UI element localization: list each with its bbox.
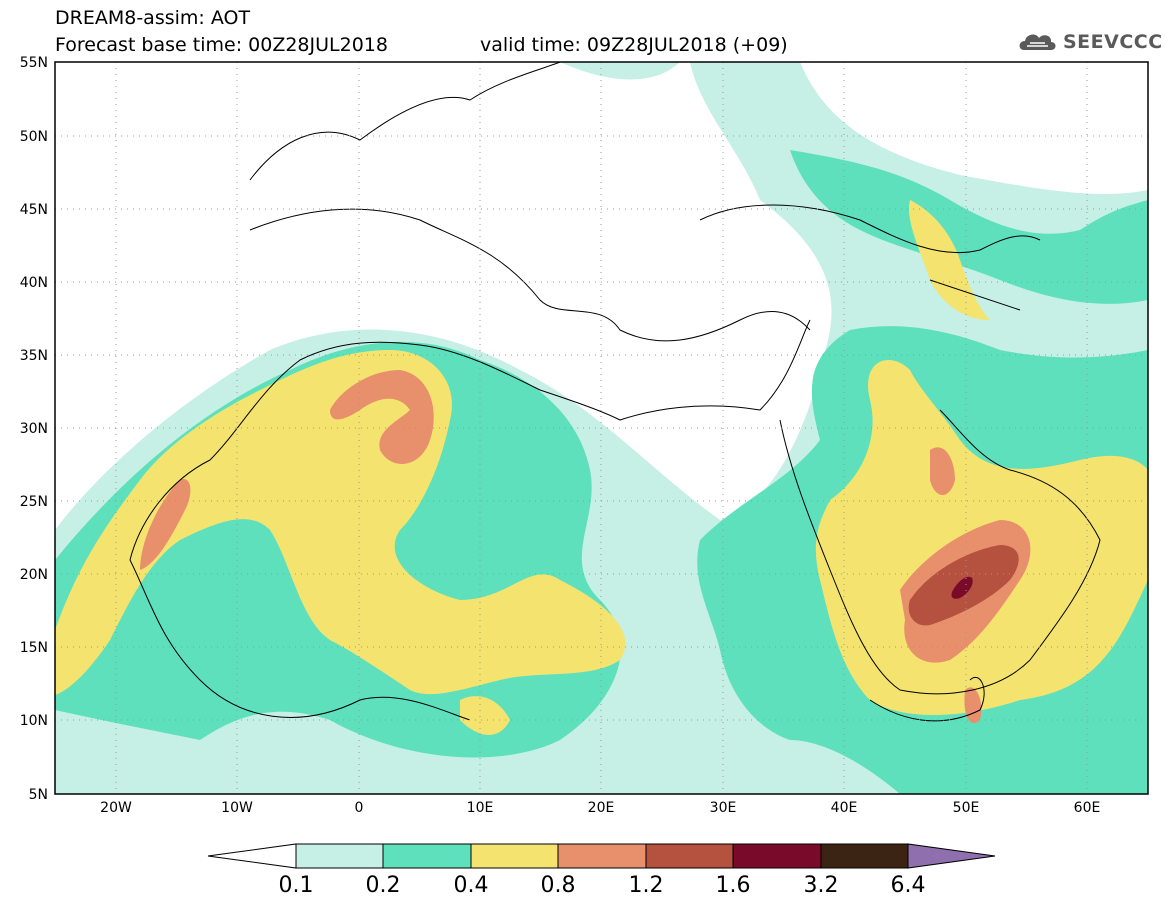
colorbar-label: 0.4 bbox=[453, 873, 489, 898]
map-frame bbox=[54, 61, 1149, 795]
lon-label: 60E bbox=[1074, 800, 1101, 816]
colorbar-bin bbox=[470, 843, 559, 869]
forecast-base-time: Forecast base time: 00Z28JUL2018 bbox=[55, 34, 388, 56]
lat-label: 10N bbox=[20, 713, 48, 729]
colorbar-label: 1.6 bbox=[715, 873, 751, 898]
colorbar-bin bbox=[645, 843, 734, 869]
colorbar-label: 1.2 bbox=[628, 873, 664, 898]
colorbar-label: 0.8 bbox=[540, 873, 576, 898]
colorbar-bin bbox=[295, 843, 384, 869]
colorbar-label: 6.4 bbox=[890, 873, 926, 898]
lat-label: 15N bbox=[20, 640, 48, 656]
coastlines bbox=[129, 62, 1101, 722]
lat-label: 40N bbox=[20, 275, 48, 291]
lat-label: 55N bbox=[20, 55, 48, 71]
colorbar-bin bbox=[820, 843, 909, 869]
colorbar-high-triangle bbox=[907, 843, 996, 869]
lon-label: 50E bbox=[953, 800, 980, 816]
lat-label: 50N bbox=[20, 129, 48, 145]
colorbar-bin bbox=[382, 843, 472, 869]
lat-label: 5N bbox=[29, 787, 48, 803]
valid-time: valid time: 09Z28JUL2018 (+09) bbox=[480, 34, 788, 56]
lat-label: 30N bbox=[20, 421, 48, 437]
graticule bbox=[55, 62, 1148, 794]
lon-label: 40E bbox=[831, 800, 858, 816]
lon-label: 0 bbox=[355, 800, 364, 816]
colorbar-bin bbox=[732, 843, 822, 869]
lon-label: 20E bbox=[588, 800, 615, 816]
lon-label: 10E bbox=[467, 800, 494, 816]
colorbar-label: 3.2 bbox=[803, 873, 839, 898]
lat-label: 20N bbox=[20, 567, 48, 583]
colorbar-bin bbox=[557, 843, 647, 869]
lat-labels: 55N 50N 45N 40N 35N 30N 25N 20N 15N 10N … bbox=[20, 55, 48, 803]
logo-text: SEEVCCC bbox=[1063, 31, 1163, 53]
colorbar-low-triangle bbox=[207, 843, 297, 869]
lat-label: 35N bbox=[20, 348, 48, 364]
lat-label: 45N bbox=[20, 202, 48, 218]
colorbar bbox=[207, 843, 996, 869]
chart-title: DREAM8-assim: AOT bbox=[55, 7, 251, 29]
lon-label: 20W bbox=[100, 800, 132, 816]
lon-label: 10W bbox=[221, 800, 253, 816]
colorbar-label: 0.1 bbox=[278, 873, 314, 898]
aot-level-1.6 bbox=[951, 576, 973, 599]
cloud-logo-icon bbox=[1019, 34, 1056, 50]
colorbar-label: 0.2 bbox=[365, 873, 401, 898]
lat-label: 25N bbox=[20, 494, 48, 510]
lon-label: 30E bbox=[710, 800, 737, 816]
lon-labels: 20W 10W 0 10E 20E 30E 40E 50E 60E bbox=[100, 800, 1100, 816]
